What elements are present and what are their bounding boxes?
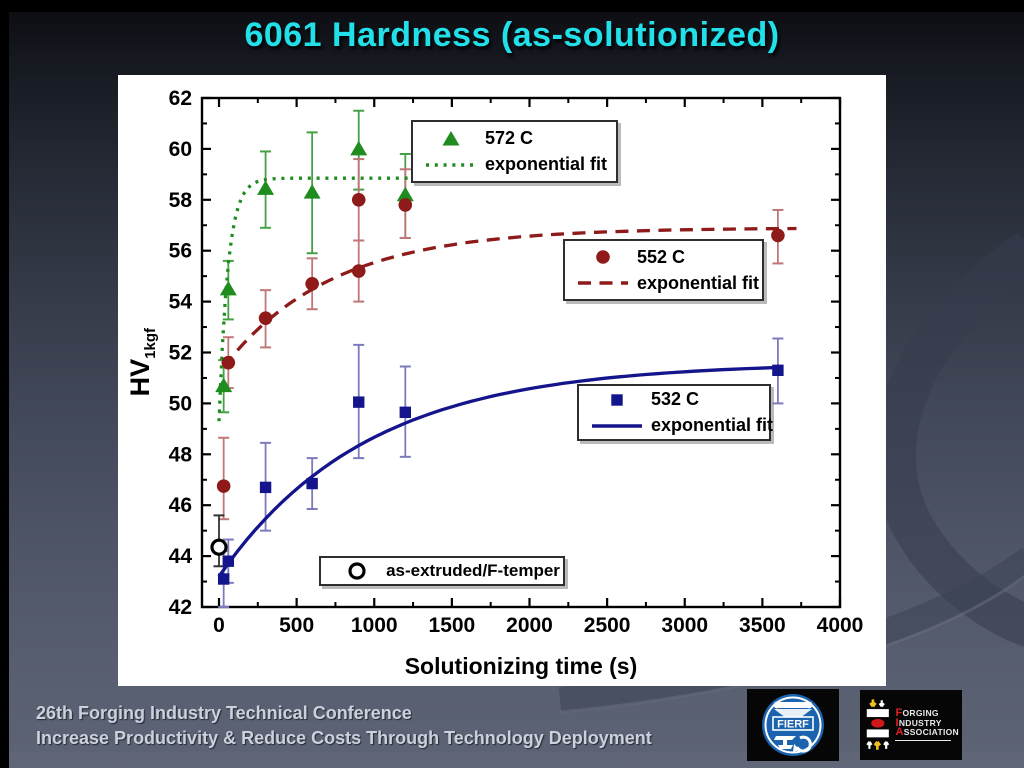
solid-line-icon: [592, 423, 642, 428]
legend-series-label: 572 C: [485, 128, 534, 148]
svg-text:2500: 2500: [584, 614, 631, 637]
svg-text:48: 48: [169, 443, 193, 466]
svg-text:42: 42: [169, 596, 192, 619]
legend-row-fit: exponential fit: [565, 270, 762, 296]
fia-word-industry: INDUSTRY: [895, 716, 942, 729]
square-marker-icon: [611, 393, 623, 406]
fia-logo: FORGING INDUSTRY ASSOCIATION: [860, 690, 962, 760]
svg-text:54: 54: [169, 291, 193, 314]
svg-text:46: 46: [169, 494, 192, 517]
legend-series-label: 532 C: [651, 389, 700, 409]
legend-fit-label: exponential fit: [485, 154, 608, 174]
legend-series-label: as-extruded/F-temper: [386, 561, 560, 580]
svg-text:3000: 3000: [661, 614, 708, 637]
svg-text:56: 56: [169, 240, 192, 263]
legend-row-fit: exponential fit: [579, 413, 773, 439]
y-axis-title: HV1kgf: [125, 302, 159, 422]
y-axis-title-text: HV: [124, 358, 155, 397]
legend-row-fit: exponential fit: [413, 152, 616, 178]
footer-line-1: 26th Forging Industry Technical Conferen…: [36, 703, 412, 723]
legend-fit-label: exponential fit: [651, 415, 774, 435]
svg-text:1500: 1500: [429, 614, 476, 637]
legend-fit-label: exponential fit: [637, 272, 760, 293]
legend-series-label: 552 C: [637, 246, 686, 267]
legend-row-marker: 552 C: [565, 244, 762, 270]
legend-552c: 552 C exponential fit: [563, 239, 764, 301]
legend-572c: 572 C exponential fit: [411, 120, 618, 183]
fia-logo-text: FORGING INDUSTRY ASSOCIATION: [895, 707, 959, 741]
svg-text:2000: 2000: [506, 614, 553, 637]
svg-text:50: 50: [169, 392, 192, 415]
svg-text:500: 500: [279, 614, 314, 637]
open-circle-marker-icon: [348, 562, 366, 580]
dotted-line-icon: [426, 162, 476, 167]
legend-row-marker: 532 C: [579, 387, 769, 413]
hardness-scatter-chart: 0 500 1000 1500 2000 2500 3000 3500 4000 42 44 46 48…: [169, 87, 864, 637]
svg-text:44: 44: [169, 545, 193, 568]
svg-text:3500: 3500: [739, 614, 786, 637]
fia-logo-underline: [895, 739, 952, 741]
footer-line-2: Increase Productivity & Reduce Costs Thr…: [36, 728, 652, 748]
circle-marker-icon: [596, 250, 610, 264]
slide-title: 6061 Hardness (as-solutionized): [244, 16, 780, 54]
fierf-logo: FIERF: [747, 689, 839, 761]
footer-text: 26th Forging Industry Technical Conferen…: [36, 701, 652, 751]
svg-text:0: 0: [213, 614, 225, 637]
triangle-marker-icon: [442, 130, 460, 145]
x-axis-title: Solutionizing time (s): [404, 653, 638, 679]
fia-word-forging: FORGING: [895, 707, 939, 720]
fierf-logo-text: FIERF: [777, 719, 809, 731]
svg-text:4000: 4000: [817, 614, 864, 637]
dashed-line-icon: [578, 281, 628, 285]
fia-word-association: ASSOCIATION: [895, 726, 959, 739]
svg-text:58: 58: [169, 189, 193, 212]
svg-text:1000: 1000: [351, 614, 398, 637]
fierf-logo-graphic: FIERF: [762, 694, 824, 756]
legend-532c: 532 C exponential fit: [577, 384, 773, 441]
svg-text:52: 52: [169, 342, 192, 365]
fia-press-icon: [866, 699, 890, 750]
svg-text:62: 62: [169, 87, 192, 110]
legend-row-marker: 572 C: [413, 126, 616, 152]
legend-as-extruded: as-extruded/F-temper: [319, 556, 565, 586]
chart-panel: 0 500 1000 1500 2000 2500 3000 3500 4000 42 44 46 48…: [118, 75, 886, 686]
y-axis-title-subscript: 1kgf: [142, 328, 160, 359]
svg-text:60: 60: [169, 138, 192, 161]
